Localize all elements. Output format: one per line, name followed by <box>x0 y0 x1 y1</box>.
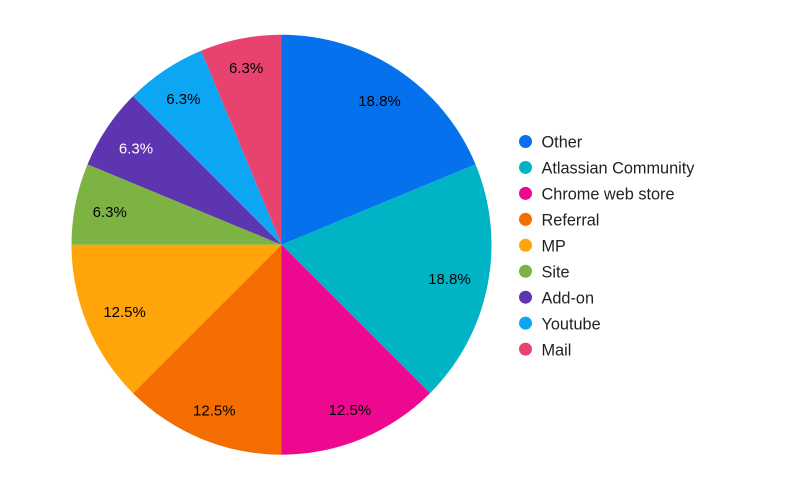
svg-text:Chrome web store: Chrome web store <box>542 186 675 204</box>
svg-text:6.3%: 6.3% <box>166 91 200 108</box>
svg-text:12.5%: 12.5% <box>193 403 236 420</box>
svg-text:Mail: Mail <box>542 341 572 359</box>
svg-text:6.3%: 6.3% <box>229 60 263 77</box>
svg-text:Add-on: Add-on <box>542 289 595 307</box>
svg-text:18.8%: 18.8% <box>358 93 401 110</box>
svg-text:Site: Site <box>542 263 570 281</box>
svg-text:Atlassian Community: Atlassian Community <box>542 160 696 178</box>
svg-text:Referral: Referral <box>542 212 600 230</box>
svg-text:12.5%: 12.5% <box>329 402 372 419</box>
svg-text:6.3%: 6.3% <box>119 141 153 158</box>
svg-text:12.5%: 12.5% <box>103 304 146 321</box>
svg-text:18.8%: 18.8% <box>428 271 471 288</box>
svg-text:6.3%: 6.3% <box>93 204 127 221</box>
svg-text:Other: Other <box>542 134 583 152</box>
svg-text:MP: MP <box>542 238 566 256</box>
svg-text:Youtube: Youtube <box>542 315 601 333</box>
